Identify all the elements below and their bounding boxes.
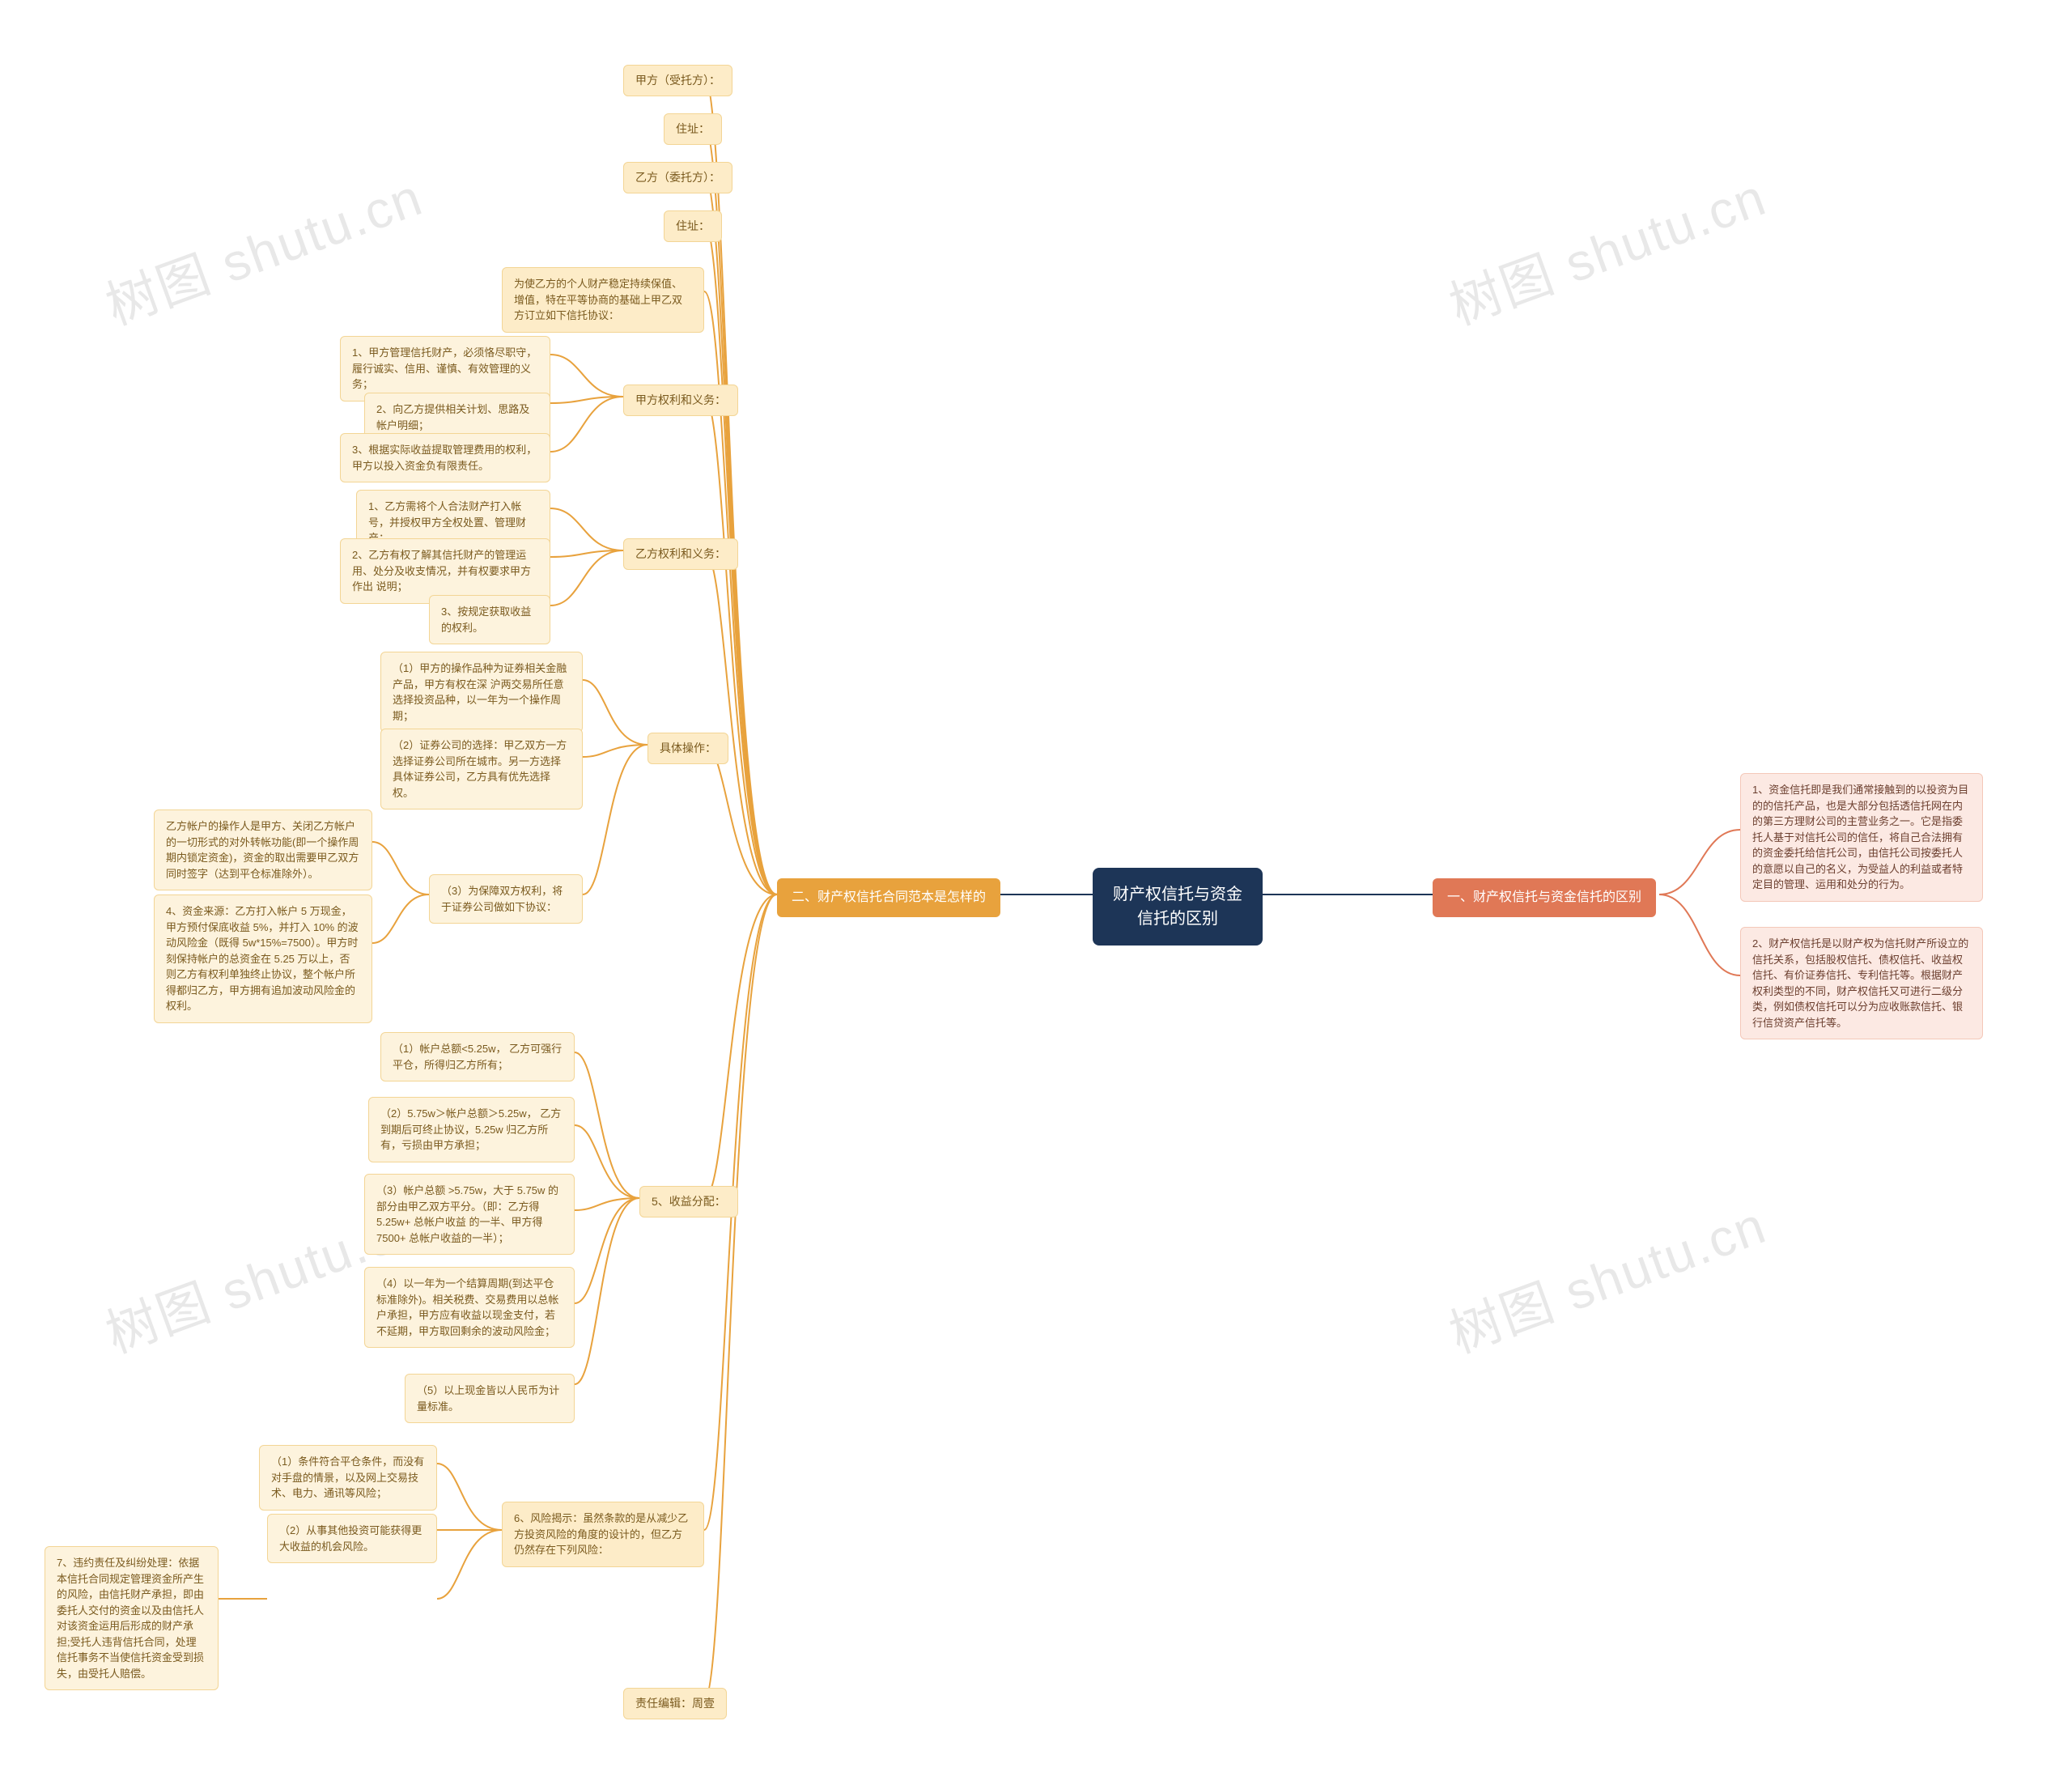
party-b-3: 3、按规定获取收益的权利。 bbox=[429, 595, 550, 644]
root-node: 财产权信托与资金信托的区别 bbox=[1093, 868, 1263, 945]
ops-1: （1）甲方的操作品种为证券相关金融产品，甲方有权在深 沪两交易所任意选择投资品种… bbox=[380, 652, 583, 733]
party-a-3: 3、根据实际收益提取管理费用的权利，甲方以投入资金负有限责任。 bbox=[340, 433, 550, 482]
branch-right: 一、财产权信托与资金信托的区别 bbox=[1433, 878, 1656, 917]
head-4: 住址： bbox=[664, 210, 722, 242]
right-leaf-2: 2、财产权信托是以财产权为信托财产所设立的信托关系，包括股权信托、债权信托、收益… bbox=[1740, 927, 1983, 1039]
party-b-title: 乙方权利和义务： bbox=[623, 538, 738, 570]
risk-1: （1）条件符合平仓条件，而没有对手盘的情景，以及网上交易技术、电力、通讯等风险； bbox=[259, 1445, 437, 1511]
ops-sub3-title: （3）为保障双方权利，将于证券公司做如下协议： bbox=[429, 874, 583, 924]
head-3: 乙方（委托方）： bbox=[623, 162, 732, 193]
head-5: 为使乙方的个人财产稳定持续保值、增值，特在平等协商的基础上甲乙双方订立如下信托协… bbox=[502, 267, 704, 333]
tail-editor: 责任编辑：周壹 bbox=[623, 1688, 727, 1719]
profit-2: （2）5.75w＞帐户总额＞5.25w， 乙方到期后可终止协议，5.25w 归乙… bbox=[368, 1097, 575, 1162]
ops-title: 具体操作： bbox=[648, 733, 728, 764]
watermark: 树图 shutu.cn bbox=[1438, 156, 1775, 340]
party-a-title: 甲方权利和义务： bbox=[623, 385, 738, 416]
party-b-2: 2、乙方有权了解其信托财产的管理运用、处分及收支情况，并有权要求甲方作出 说明； bbox=[340, 538, 550, 604]
profit-5: （5）以上现金皆以人民币为计量标准。 bbox=[405, 1374, 575, 1423]
risk-2: （2）从事其他投资可能获得更大收益的机会风险。 bbox=[267, 1514, 437, 1563]
tail-7: 7、违约责任及纠纷处理：依据本信托合同规定管理资金所产生的风险，由信托财产承担，… bbox=[45, 1546, 219, 1690]
party-a-1: 1、甲方管理信托财产，必须恪尽职守，履行诚实、信用、谨慎、有效管理的义务； bbox=[340, 336, 550, 402]
profit-4: （4）以一年为一个结算周期(到达平仓标准除外)。相关税费、交易费用以总帐 户承担… bbox=[364, 1267, 575, 1348]
right-leaf-1: 1、资金信托即是我们通常接触到的以投资为目的的信托产品，也是大部分包括透信托网在… bbox=[1740, 773, 1983, 902]
profit-3: （3）帐户总额 >5.75w，大于 5.75w 的部分由甲乙双方平分。（即：乙方… bbox=[364, 1174, 575, 1255]
head-1: 甲方（受托方）： bbox=[623, 65, 732, 96]
ops-sub3-1: 乙方帐户的操作人是甲方、关闭乙方帐户的一切形式的对外转帐功能(即一个操作周期内锁… bbox=[154, 810, 372, 890]
risk-title: 6、风险揭示：虽然条款的是从减少乙方投资风险的角度的设计的，但乙方仍然存在下列风… bbox=[502, 1502, 704, 1567]
profit-title: 5、收益分配： bbox=[639, 1186, 738, 1217]
watermark: 树图 shutu.cn bbox=[95, 156, 431, 340]
watermark: 树图 shutu.cn bbox=[1438, 1184, 1775, 1368]
profit-1: （1）帐户总额<5.25w， 乙方可强行平仓，所得归乙方所有； bbox=[380, 1032, 575, 1081]
branch-left: 二、财产权信托合同范本是怎样的 bbox=[777, 878, 1000, 917]
ops-sub3-2: 4、资金来源：乙方打入帐户 5 万现金，甲方预付保底收益 5%，并打入 10% … bbox=[154, 894, 372, 1023]
head-2: 住址： bbox=[664, 113, 722, 145]
ops-2: （2）证券公司的选择：甲乙双方一方选择证券公司所在城市。另一方选择具体证券公司，… bbox=[380, 729, 583, 810]
